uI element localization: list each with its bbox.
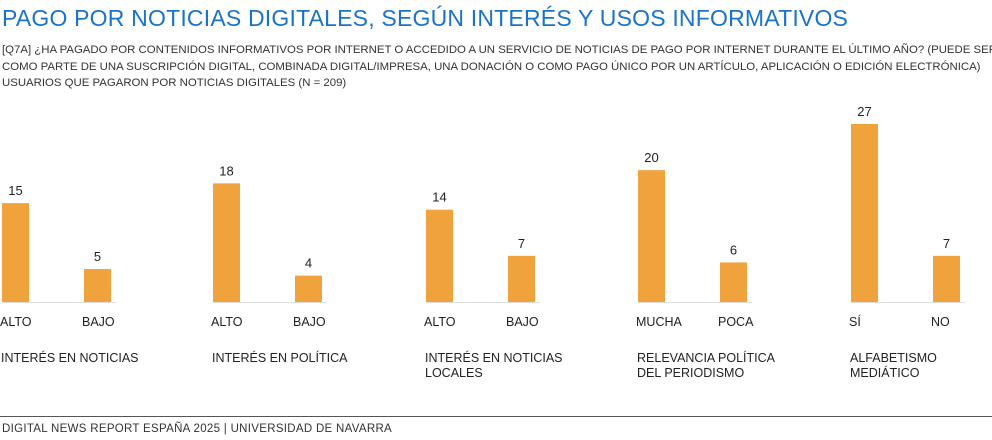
data-label: 7 bbox=[518, 236, 525, 251]
data-label: 6 bbox=[730, 242, 737, 257]
footer-divider bbox=[0, 416, 992, 417]
group-label: MEDIÁTICO bbox=[850, 365, 920, 380]
group-label: INTERÉS EN NOTICIAS bbox=[1, 350, 139, 365]
bar bbox=[295, 275, 322, 302]
category-label: SÍ bbox=[849, 314, 861, 329]
category-label: POCA bbox=[718, 315, 754, 329]
bar bbox=[638, 170, 665, 302]
bar bbox=[426, 209, 453, 302]
category-label: ALTO bbox=[211, 315, 243, 329]
data-label: 5 bbox=[94, 249, 101, 264]
bar bbox=[2, 203, 29, 302]
subtitle-line: [Q7A] ¿HA PAGADO POR CONTENIDOS INFORMAT… bbox=[2, 44, 992, 56]
category-label: NO bbox=[931, 315, 950, 329]
bar bbox=[933, 255, 960, 302]
data-label: 14 bbox=[432, 190, 446, 205]
group-label: RELEVANCIA POLÍTICA bbox=[637, 350, 776, 365]
data-label: 20 bbox=[644, 150, 658, 165]
subtitle-line: USUARIOS QUE PAGARON POR NOTICIAS DIGITA… bbox=[2, 77, 347, 89]
footer-source: DIGITAL NEWS REPORT ESPAÑA 2025 | UNIVER… bbox=[2, 423, 393, 435]
category-label: BAJO bbox=[82, 315, 115, 329]
group-label: INTERÉS EN NOTICIAS bbox=[425, 350, 563, 365]
bar bbox=[720, 262, 747, 302]
data-label: 4 bbox=[305, 256, 312, 271]
bar bbox=[508, 255, 535, 302]
group-label: LOCALES bbox=[425, 366, 483, 380]
bar bbox=[84, 269, 111, 302]
category-label: ALTO bbox=[424, 315, 456, 329]
group-label: INTERÉS EN POLÍTICA bbox=[212, 350, 348, 365]
data-label: 27 bbox=[857, 104, 871, 119]
data-label: 18 bbox=[219, 163, 233, 178]
data-label: 7 bbox=[943, 236, 950, 251]
bar bbox=[851, 124, 878, 302]
data-label: 15 bbox=[8, 183, 22, 198]
bar bbox=[213, 183, 240, 302]
category-label: BAJO bbox=[293, 315, 326, 329]
subtitle-line: COMO PARTE DE UNA SUSCRIPCIÓN DIGITAL, C… bbox=[2, 60, 981, 73]
chart-title: PAGO POR NOTICIAS DIGITALES, SEGÚN INTER… bbox=[2, 5, 849, 31]
chart-subtitle: [Q7A] ¿HA PAGADO POR CONTENIDOS INFORMAT… bbox=[2, 42, 992, 92]
category-label: BAJO bbox=[506, 315, 539, 329]
category-label: ALTO bbox=[0, 315, 32, 329]
category-label: MUCHA bbox=[636, 315, 682, 329]
group-label: DEL PERIODISMO bbox=[637, 366, 744, 380]
group-label: ALFABETISMO bbox=[850, 351, 937, 365]
